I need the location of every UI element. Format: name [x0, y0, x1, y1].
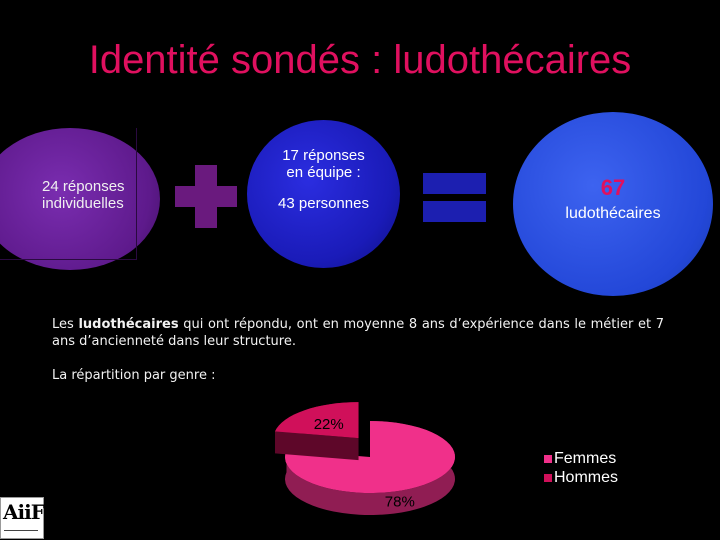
total-number: 67 [600, 175, 626, 200]
genre-label: La répartition par genre : [52, 368, 216, 383]
chart-legend: Femmes Hommes [544, 449, 618, 487]
paragraph-bold: ludothécaires [78, 317, 179, 332]
logo-text: AiiF [3, 500, 45, 524]
individual-responses-text: 24 réponses individuelles [42, 178, 125, 212]
team-responses-label: en équipe : [286, 163, 361, 181]
slide-title: Identité sondés : ludothécaires [88, 38, 632, 82]
pie-slice-edge-hommes [275, 431, 359, 461]
legend-label: Femmes [554, 450, 617, 467]
gender-pie-chart: 78% 22% [275, 402, 455, 515]
legend-item-hommes: Hommes [544, 468, 618, 487]
individual-responses-circle [0, 128, 160, 270]
total-circle: 67 ludothécaires [513, 112, 713, 296]
team-responses-circle: 17 réponses en équipe : 43 personnes [247, 120, 400, 268]
equals-icon [423, 201, 486, 222]
paragraph-text: qui ont répondu, ont en moyenne 8 ans d’… [52, 317, 664, 349]
divider-line [136, 128, 137, 260]
aiif-logo: AiiF [0, 497, 45, 539]
pie-slice-hommes [275, 402, 359, 439]
plus-icon [175, 186, 237, 207]
logo-mark [4, 528, 38, 536]
total-label: ludothécaires [565, 205, 661, 222]
pie-label-femmes: 78% [385, 493, 415, 510]
legend-item-femmes: Femmes [544, 449, 618, 468]
paragraph-text: Les [52, 317, 79, 332]
experience-paragraph: Les ludothécaires qui ont répondu, ont e… [52, 316, 664, 350]
team-responses-count: 17 réponses [282, 146, 365, 164]
legend-label: Hommes [554, 469, 619, 486]
team-responses-text: 17 réponses en équipe : [282, 147, 365, 181]
legend-swatch [544, 473, 552, 482]
team-persons-count: 43 personnes [278, 194, 369, 212]
pie-label-hommes: 22% [314, 416, 344, 433]
equals-icon [423, 173, 486, 194]
divider-line [0, 259, 137, 260]
pie-slice-femmes [285, 421, 455, 493]
legend-swatch [544, 454, 552, 463]
individual-responses-label: individuelles [42, 195, 124, 212]
individual-responses-count: 24 réponses [42, 178, 125, 195]
